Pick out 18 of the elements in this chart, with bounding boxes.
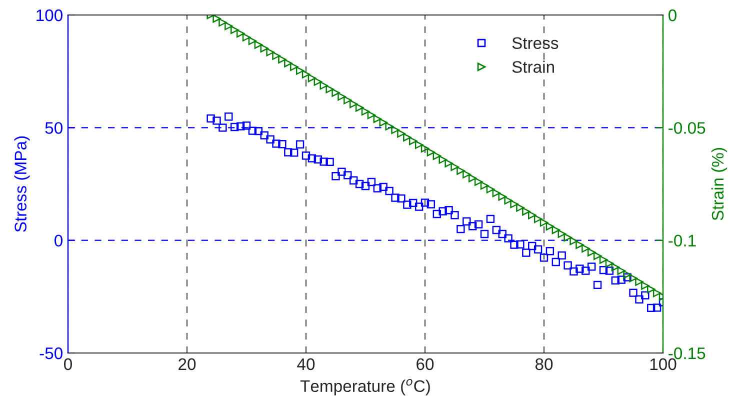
y-tick-label: 0 — [54, 234, 62, 247]
y2-tick-label: -0.05 — [668, 122, 706, 134]
legend-label: Strain — [512, 60, 554, 73]
x-axis-title: Temperature ($^{o}$C) — [300, 378, 430, 396]
y-tick-label: 50 — [45, 122, 62, 134]
x-tick-label: 0 — [64, 358, 72, 370]
y2-axis-title: Strain (%) — [711, 148, 727, 220]
y-tick-label: -50 — [40, 347, 62, 360]
x-tick-label: 20 — [178, 358, 196, 370]
y2-tick-label: 0 — [668, 9, 676, 22]
x-tick-label: 60 — [416, 358, 434, 370]
y-tick-label: 100 — [36, 9, 62, 22]
y2-tick-label: -0.1 — [668, 234, 696, 247]
y2-tick-label: -0.15 — [668, 347, 706, 360]
x-tick-label: 100 — [650, 358, 676, 370]
y-axis-title: Stress (MPa) — [14, 136, 30, 232]
x-tick-label: 80 — [535, 358, 553, 370]
x-tick-label: 40 — [297, 358, 315, 370]
